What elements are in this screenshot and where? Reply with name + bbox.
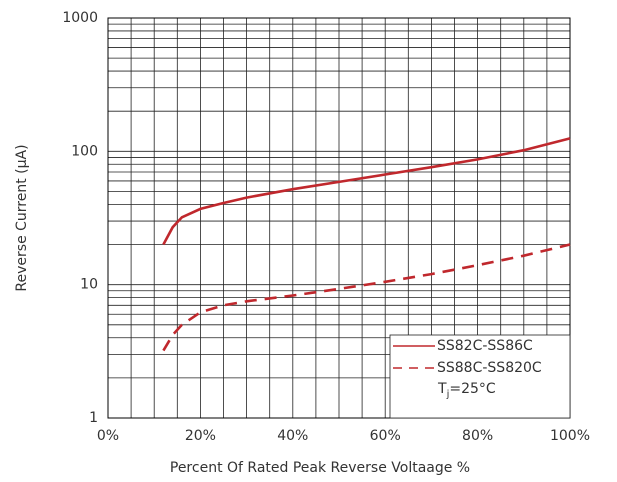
x-tick-label: 0% [97,428,119,444]
annotation-subscript: j [446,389,450,400]
y-axis-label: Reverse Current (μA) [14,144,30,291]
annotation: Tj=25°C [437,381,496,400]
series-line [162,137,571,246]
x-tick-label: 40% [277,428,308,444]
legend-box [389,334,571,419]
x-axis-label: Percent Of Rated Peak Reverse Voltaage % [170,460,470,476]
legend-label: SS88C-SS820C [437,360,542,376]
legend-label: SS82C-SS86C [437,338,533,354]
annotation-base: T [437,381,447,397]
y-tick-label: 10 [80,277,98,293]
series-line [162,243,571,352]
x-tick-label: 60% [370,428,401,444]
annotation-rest: =25°C [449,381,496,397]
y-tick-label: 1000 [62,10,98,26]
y-tick-label: 100 [71,143,98,159]
plot-border [107,17,571,419]
x-tick-label: 20% [185,428,216,444]
y-tick-label: 1 [89,410,98,426]
x-tick-label: 100% [550,428,590,444]
x-tick-label: 80% [462,428,493,444]
